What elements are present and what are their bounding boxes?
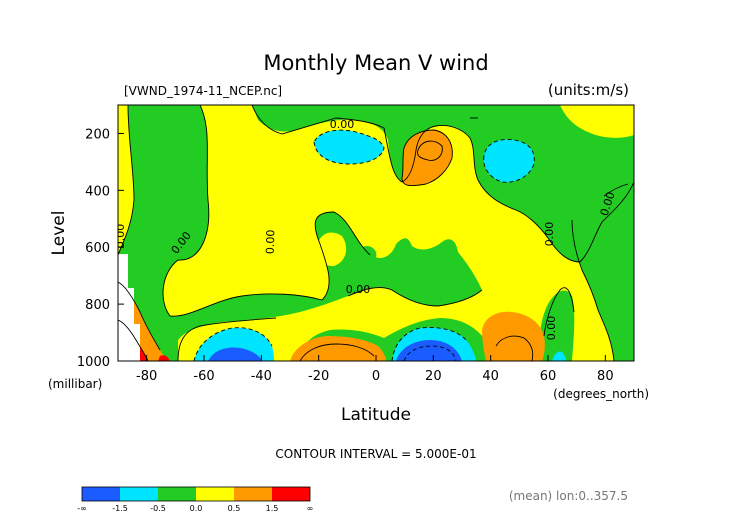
region-yellow-top-right: [560, 105, 634, 138]
y-tick-label: 400: [85, 184, 110, 199]
region-yellow-island: [315, 232, 347, 266]
footer-note: (mean) lon:0..357.5: [509, 489, 628, 503]
y-axis-title: Level: [49, 211, 69, 256]
region-orange-center: [290, 336, 386, 361]
colorbar-frame: [81, 486, 311, 502]
x-tick-label: -20: [308, 369, 329, 384]
contour-label: 0.00: [346, 283, 371, 296]
y-tick-label: 200: [85, 127, 110, 142]
region-cyan-upper-left: [314, 130, 384, 164]
colorbar-label: -0.5: [150, 504, 166, 513]
contour-lines: [118, 105, 634, 361]
region-blue-center: [396, 340, 462, 361]
x-tick-label: 80: [597, 369, 614, 384]
x-tick-label: 60: [540, 369, 557, 384]
y-tick-label: 600: [85, 241, 110, 256]
colorbar-swatch: [158, 487, 196, 501]
colorbar-swatch: [82, 487, 120, 501]
colorbar-swatch: [272, 487, 310, 501]
units-label: (units:m/s): [548, 81, 629, 99]
colorbar-label: ∞: [307, 504, 314, 513]
contour-label: 0.00: [114, 224, 127, 249]
contour-label: 0.00: [264, 229, 278, 254]
x-axis-title: Latitude: [341, 405, 411, 425]
contour-label: 0.00: [543, 222, 556, 247]
colorbar-label: 0.5: [228, 504, 241, 513]
region-missing: [118, 254, 140, 361]
colorbar-label: 1.5: [266, 504, 279, 513]
colorbar-swatch: [234, 487, 272, 501]
x-tick-label: 0: [372, 369, 380, 384]
colorbar: -∞ -1.5 -0.5 0.0 0.5 1.5 ∞: [77, 486, 314, 513]
y-tick-label: 800: [85, 298, 110, 313]
colorbar-label: 0.0: [190, 504, 203, 513]
x-tick-label: 40: [482, 369, 499, 384]
region-blue-left: [208, 347, 262, 361]
file-label: [VWND_1974-11_NCEP.nc]: [124, 84, 282, 98]
region-cyan-right-bottom: [552, 351, 566, 361]
chart-title: Monthly Mean V wind: [263, 51, 488, 75]
contour-label: 0.00: [545, 316, 558, 341]
x-tick-label: -40: [251, 369, 272, 384]
y-axis: 200 400 600 800 1000: [77, 127, 124, 370]
colorbar-label: -∞: [77, 504, 87, 513]
contour-interval: CONTOUR INTERVAL = 5.000E-01: [275, 447, 476, 461]
region-green-right: [572, 175, 634, 361]
colorbar-swatch: [196, 487, 234, 501]
region-red-left-small: [158, 355, 170, 361]
y-tick-label: 1000: [77, 355, 110, 370]
y-axis-unit: (millibar): [48, 377, 102, 391]
colorbar-label: -1.5: [112, 504, 128, 513]
x-axis-unit: (degrees_north): [553, 387, 649, 401]
x-tick-label: -60: [193, 369, 214, 384]
contour-label: 0.00: [330, 118, 355, 131]
region-cyan-lower-left: [194, 327, 274, 361]
region-green-small: [357, 246, 377, 265]
x-tick-label: -80: [136, 369, 157, 384]
x-tick-label: 20: [425, 369, 442, 384]
region-cyan-upper-right: [483, 139, 535, 183]
region-green-dot: [596, 148, 610, 161]
colorbar-swatch: [120, 487, 158, 501]
region-green-right-low: [539, 290, 575, 361]
heatmap-plot: 0.00 0.00 0.00 0.00 0.00 0.00 0.00 0.00: [114, 105, 634, 361]
region-green-upper-band: [252, 105, 634, 262]
region-green: [118, 105, 482, 361]
x-axis: -80 -60 -40 -20 0 20 40 60 80: [136, 355, 614, 384]
